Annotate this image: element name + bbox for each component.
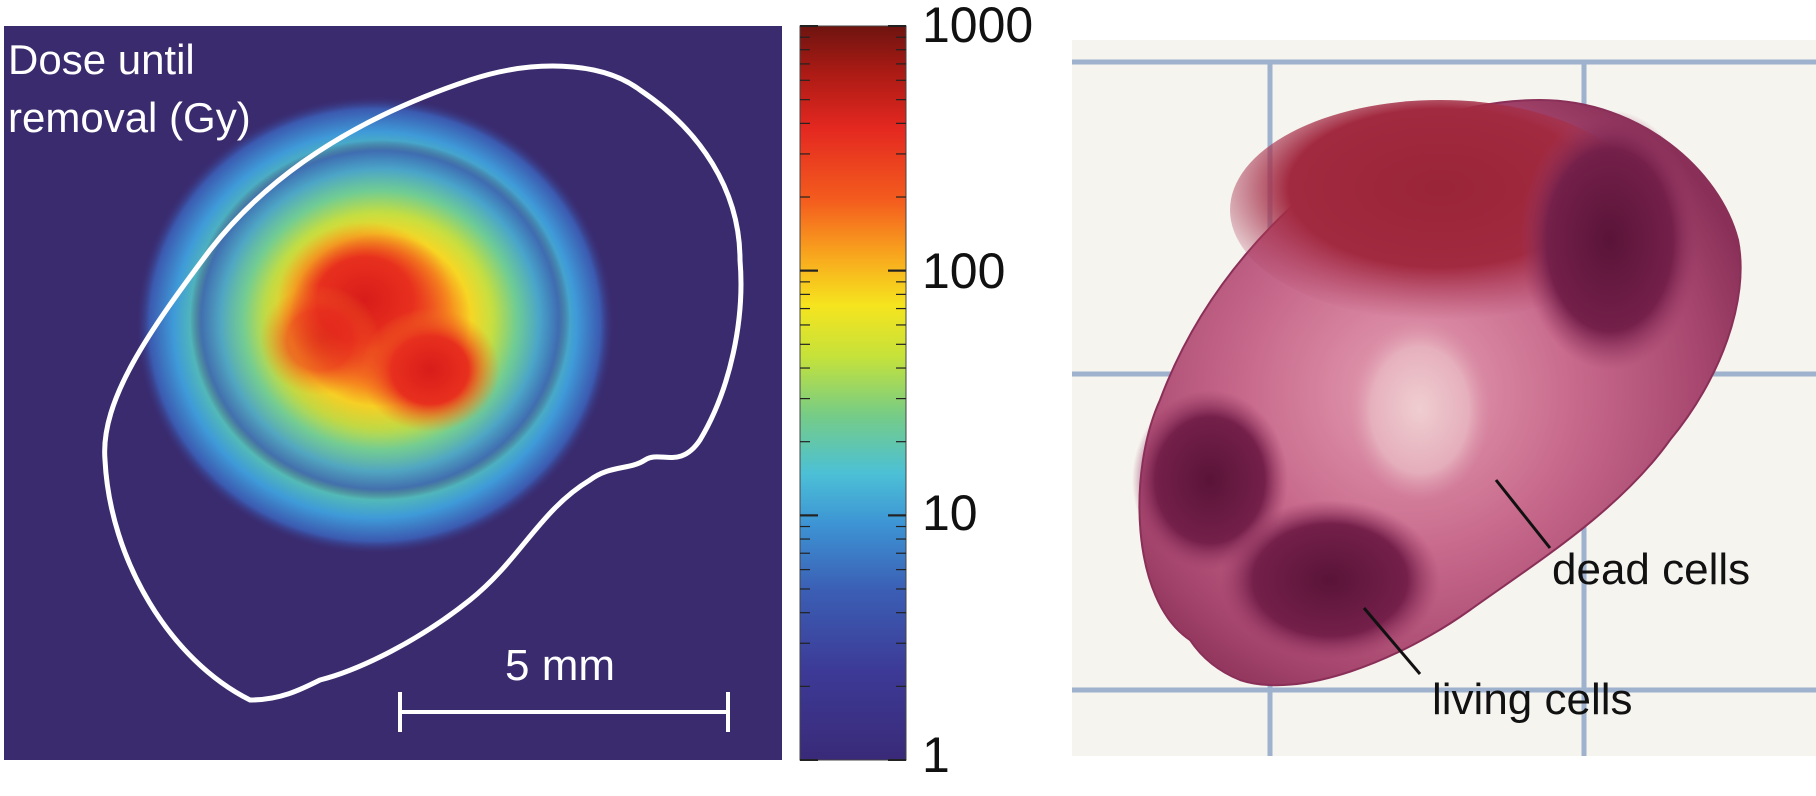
tissue-specimen — [1132, 98, 1742, 687]
dose-map-title-line2: removal (Gy) — [8, 94, 251, 141]
colorbar-tick-100: 100 — [922, 243, 1005, 299]
dose-map-title-line1: Dose until — [8, 36, 195, 83]
colorbar-tick-10: 10 — [922, 485, 978, 541]
colorbar-minor-ticks — [800, 25, 906, 761]
colorbar: 1000 100 10 1 — [799, 0, 1033, 783]
scale-bar-label: 5 mm — [505, 641, 615, 690]
dead-cells-pointer — [1494, 479, 1552, 549]
colorbar-tick-1000: 1000 — [922, 0, 1033, 53]
dose-distribution — [135, 95, 615, 555]
tumor-outline — [102, 63, 744, 703]
colorbar-gradient — [799, 25, 907, 761]
living-cells-pointer — [1362, 607, 1422, 675]
dead-cells-label: dead cells — [1552, 545, 1750, 594]
scale-bar: 5 mm — [398, 641, 730, 732]
colorbar-tick-1: 1 — [922, 727, 950, 783]
dose-map-panel: Dose until removal (Gy) 5 mm — [4, 26, 782, 760]
living-cells-label: living cells — [1432, 675, 1633, 724]
tissue-photo-panel: dead cells living cells — [1072, 40, 1816, 756]
